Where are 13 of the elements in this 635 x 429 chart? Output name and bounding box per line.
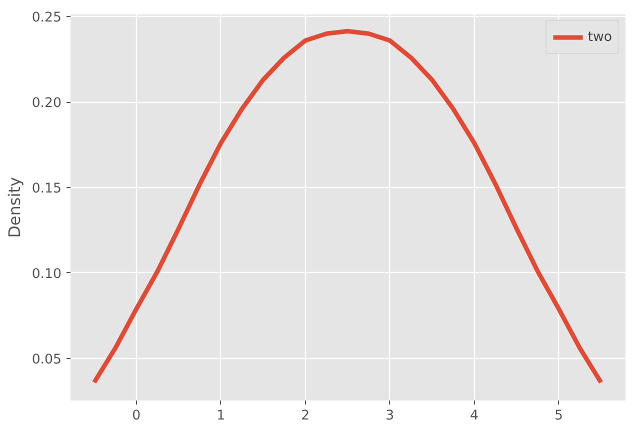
x-tick-label: 4	[470, 408, 479, 424]
x-tick-label: 5	[554, 408, 564, 424]
y-tick-label: 0.05	[32, 352, 62, 368]
x-tick-label: 1	[216, 408, 226, 424]
y-tick-label: 0.10	[32, 266, 62, 282]
x-tick-label: 0	[132, 408, 141, 424]
x-tick-label: 2	[301, 408, 310, 424]
y-tick-label: 0.20	[32, 96, 62, 112]
legend-label: two	[588, 30, 612, 44]
y-axis-title: Density	[4, 177, 24, 238]
y-tick-label: 0.15	[32, 182, 62, 196]
y-tick-label: 0.25	[32, 10, 62, 26]
x-tick-label: 3	[386, 408, 394, 424]
